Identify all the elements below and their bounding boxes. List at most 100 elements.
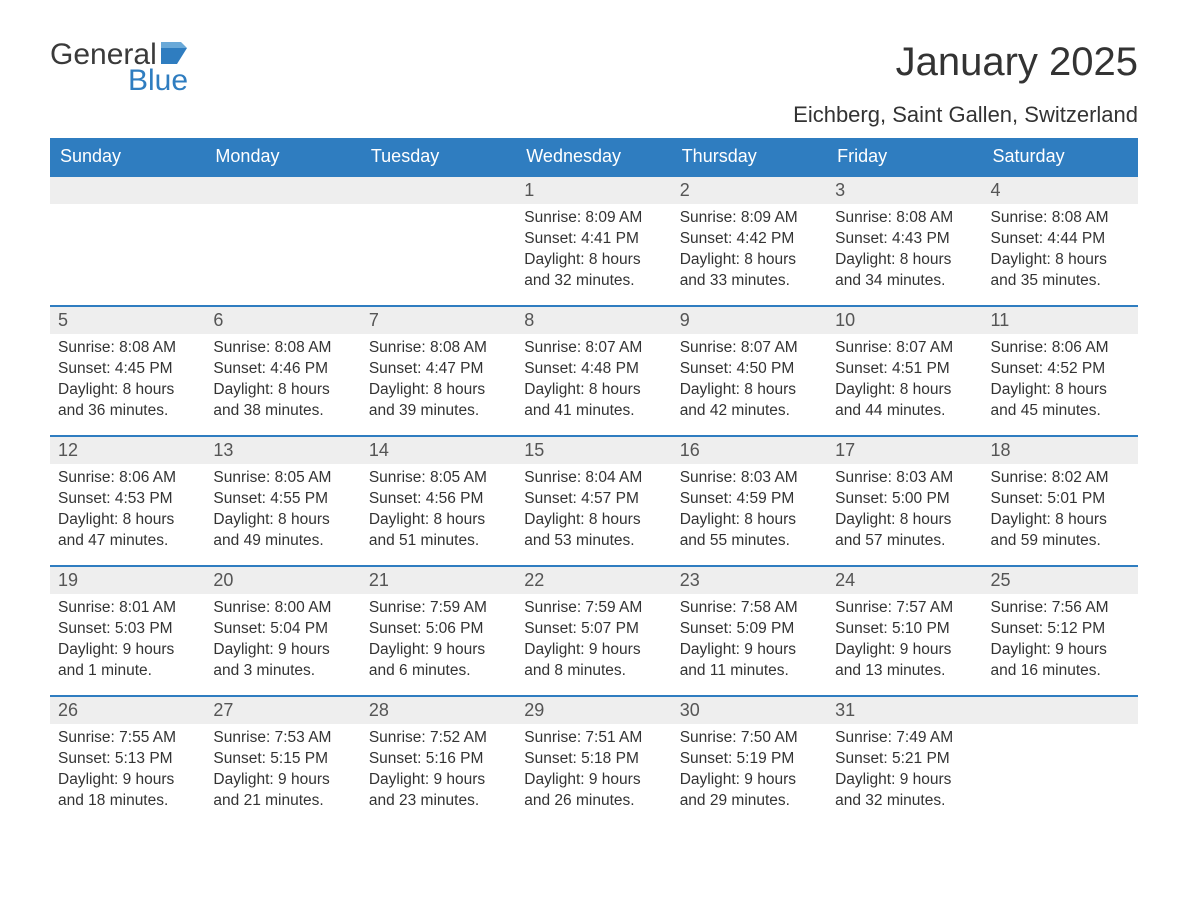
- day-cell: 10Sunrise: 8:07 AMSunset: 4:51 PMDayligh…: [827, 307, 982, 435]
- week-row: 1Sunrise: 8:09 AMSunset: 4:41 PMDaylight…: [50, 175, 1138, 305]
- sunrise-text: Sunrise: 8:08 AM: [58, 338, 197, 359]
- daylight-line2: and 55 minutes.: [680, 531, 819, 552]
- daylight-line2: and 47 minutes.: [58, 531, 197, 552]
- daylight-line1: Daylight: 8 hours: [524, 250, 663, 271]
- daylight-line1: Daylight: 9 hours: [369, 770, 508, 791]
- day-number: 12: [50, 437, 205, 464]
- daylight-line1: Daylight: 8 hours: [524, 380, 663, 401]
- day-number: 19: [50, 567, 205, 594]
- sunrise-text: Sunrise: 7:52 AM: [369, 728, 508, 749]
- day-details: Sunrise: 8:09 AMSunset: 4:42 PMDaylight:…: [672, 204, 827, 302]
- sunrise-text: Sunrise: 7:57 AM: [835, 598, 974, 619]
- empty-cell: [50, 177, 205, 305]
- sunrise-text: Sunrise: 8:07 AM: [835, 338, 974, 359]
- day-details: Sunrise: 8:08 AMSunset: 4:44 PMDaylight:…: [983, 204, 1138, 302]
- daylight-line2: and 1 minute.: [58, 661, 197, 682]
- title-block: January 2025: [896, 40, 1138, 85]
- day-number: 6: [205, 307, 360, 334]
- daylight-line1: Daylight: 8 hours: [680, 510, 819, 531]
- sunset-text: Sunset: 5:19 PM: [680, 749, 819, 770]
- sunrise-text: Sunrise: 7:59 AM: [369, 598, 508, 619]
- week-row: 26Sunrise: 7:55 AMSunset: 5:13 PMDayligh…: [50, 695, 1138, 825]
- day-cell: 3Sunrise: 8:08 AMSunset: 4:43 PMDaylight…: [827, 177, 982, 305]
- sunrise-text: Sunrise: 8:05 AM: [369, 468, 508, 489]
- month-title: January 2025: [896, 40, 1138, 85]
- day-number: 28: [361, 697, 516, 724]
- daylight-line1: Daylight: 9 hours: [369, 640, 508, 661]
- day-number: 7: [361, 307, 516, 334]
- daylight-line1: Daylight: 9 hours: [58, 770, 197, 791]
- empty-cell: [983, 697, 1138, 825]
- day-number: 22: [516, 567, 671, 594]
- sunrise-text: Sunrise: 8:06 AM: [991, 338, 1130, 359]
- day-cell: 2Sunrise: 8:09 AMSunset: 4:42 PMDaylight…: [672, 177, 827, 305]
- sunset-text: Sunset: 5:10 PM: [835, 619, 974, 640]
- day-number: [50, 177, 205, 204]
- daylight-line2: and 16 minutes.: [991, 661, 1130, 682]
- sunset-text: Sunset: 4:55 PM: [213, 489, 352, 510]
- day-cell: 25Sunrise: 7:56 AMSunset: 5:12 PMDayligh…: [983, 567, 1138, 695]
- day-cell: 12Sunrise: 8:06 AMSunset: 4:53 PMDayligh…: [50, 437, 205, 565]
- day-details: Sunrise: 8:08 AMSunset: 4:47 PMDaylight:…: [361, 334, 516, 432]
- day-number: 25: [983, 567, 1138, 594]
- day-number: 27: [205, 697, 360, 724]
- sunset-text: Sunset: 4:47 PM: [369, 359, 508, 380]
- daylight-line1: Daylight: 8 hours: [369, 510, 508, 531]
- sunset-text: Sunset: 5:03 PM: [58, 619, 197, 640]
- sunrise-text: Sunrise: 7:49 AM: [835, 728, 974, 749]
- day-cell: 19Sunrise: 8:01 AMSunset: 5:03 PMDayligh…: [50, 567, 205, 695]
- dow-cell: Saturday: [983, 138, 1138, 175]
- sunrise-text: Sunrise: 7:56 AM: [991, 598, 1130, 619]
- daylight-line2: and 6 minutes.: [369, 661, 508, 682]
- sunset-text: Sunset: 4:43 PM: [835, 229, 974, 250]
- brand-blue: Blue: [128, 66, 195, 96]
- day-details: Sunrise: 7:55 AMSunset: 5:13 PMDaylight:…: [50, 724, 205, 822]
- day-number: 18: [983, 437, 1138, 464]
- daylight-line2: and 39 minutes.: [369, 401, 508, 422]
- daylight-line1: Daylight: 9 hours: [680, 640, 819, 661]
- daylight-line1: Daylight: 8 hours: [835, 510, 974, 531]
- day-number: 31: [827, 697, 982, 724]
- day-number: 20: [205, 567, 360, 594]
- day-details: Sunrise: 7:49 AMSunset: 5:21 PMDaylight:…: [827, 724, 982, 822]
- day-cell: 6Sunrise: 8:08 AMSunset: 4:46 PMDaylight…: [205, 307, 360, 435]
- day-number: 23: [672, 567, 827, 594]
- day-cell: 23Sunrise: 7:58 AMSunset: 5:09 PMDayligh…: [672, 567, 827, 695]
- day-details: Sunrise: 7:56 AMSunset: 5:12 PMDaylight:…: [983, 594, 1138, 692]
- day-number: 1: [516, 177, 671, 204]
- day-cell: 7Sunrise: 8:08 AMSunset: 4:47 PMDaylight…: [361, 307, 516, 435]
- day-number: 24: [827, 567, 982, 594]
- day-details: Sunrise: 8:01 AMSunset: 5:03 PMDaylight:…: [50, 594, 205, 692]
- daylight-line2: and 3 minutes.: [213, 661, 352, 682]
- daylight-line1: Daylight: 9 hours: [680, 770, 819, 791]
- week-row: 5Sunrise: 8:08 AMSunset: 4:45 PMDaylight…: [50, 305, 1138, 435]
- sunrise-text: Sunrise: 8:02 AM: [991, 468, 1130, 489]
- sunrise-text: Sunrise: 7:58 AM: [680, 598, 819, 619]
- day-cell: 20Sunrise: 8:00 AMSunset: 5:04 PMDayligh…: [205, 567, 360, 695]
- dow-header-row: SundayMondayTuesdayWednesdayThursdayFrid…: [50, 138, 1138, 175]
- day-details: Sunrise: 7:58 AMSunset: 5:09 PMDaylight:…: [672, 594, 827, 692]
- day-number: 8: [516, 307, 671, 334]
- day-details: Sunrise: 8:03 AMSunset: 5:00 PMDaylight:…: [827, 464, 982, 562]
- day-number: [205, 177, 360, 204]
- sunset-text: Sunset: 5:21 PM: [835, 749, 974, 770]
- day-details: Sunrise: 8:07 AMSunset: 4:48 PMDaylight:…: [516, 334, 671, 432]
- day-details: Sunrise: 7:50 AMSunset: 5:19 PMDaylight:…: [672, 724, 827, 822]
- day-number: 30: [672, 697, 827, 724]
- day-cell: 8Sunrise: 8:07 AMSunset: 4:48 PMDaylight…: [516, 307, 671, 435]
- day-details: Sunrise: 8:06 AMSunset: 4:53 PMDaylight:…: [50, 464, 205, 562]
- daylight-line2: and 36 minutes.: [58, 401, 197, 422]
- sunrise-text: Sunrise: 8:05 AM: [213, 468, 352, 489]
- day-details: Sunrise: 8:00 AMSunset: 5:04 PMDaylight:…: [205, 594, 360, 692]
- day-cell: 1Sunrise: 8:09 AMSunset: 4:41 PMDaylight…: [516, 177, 671, 305]
- sunset-text: Sunset: 4:51 PM: [835, 359, 974, 380]
- sunset-text: Sunset: 4:46 PM: [213, 359, 352, 380]
- dow-cell: Monday: [205, 138, 360, 175]
- day-number: 9: [672, 307, 827, 334]
- day-number: 4: [983, 177, 1138, 204]
- day-details: Sunrise: 8:07 AMSunset: 4:51 PMDaylight:…: [827, 334, 982, 432]
- sunset-text: Sunset: 4:53 PM: [58, 489, 197, 510]
- daylight-line1: Daylight: 8 hours: [524, 510, 663, 531]
- day-cell: 22Sunrise: 7:59 AMSunset: 5:07 PMDayligh…: [516, 567, 671, 695]
- daylight-line1: Daylight: 9 hours: [835, 640, 974, 661]
